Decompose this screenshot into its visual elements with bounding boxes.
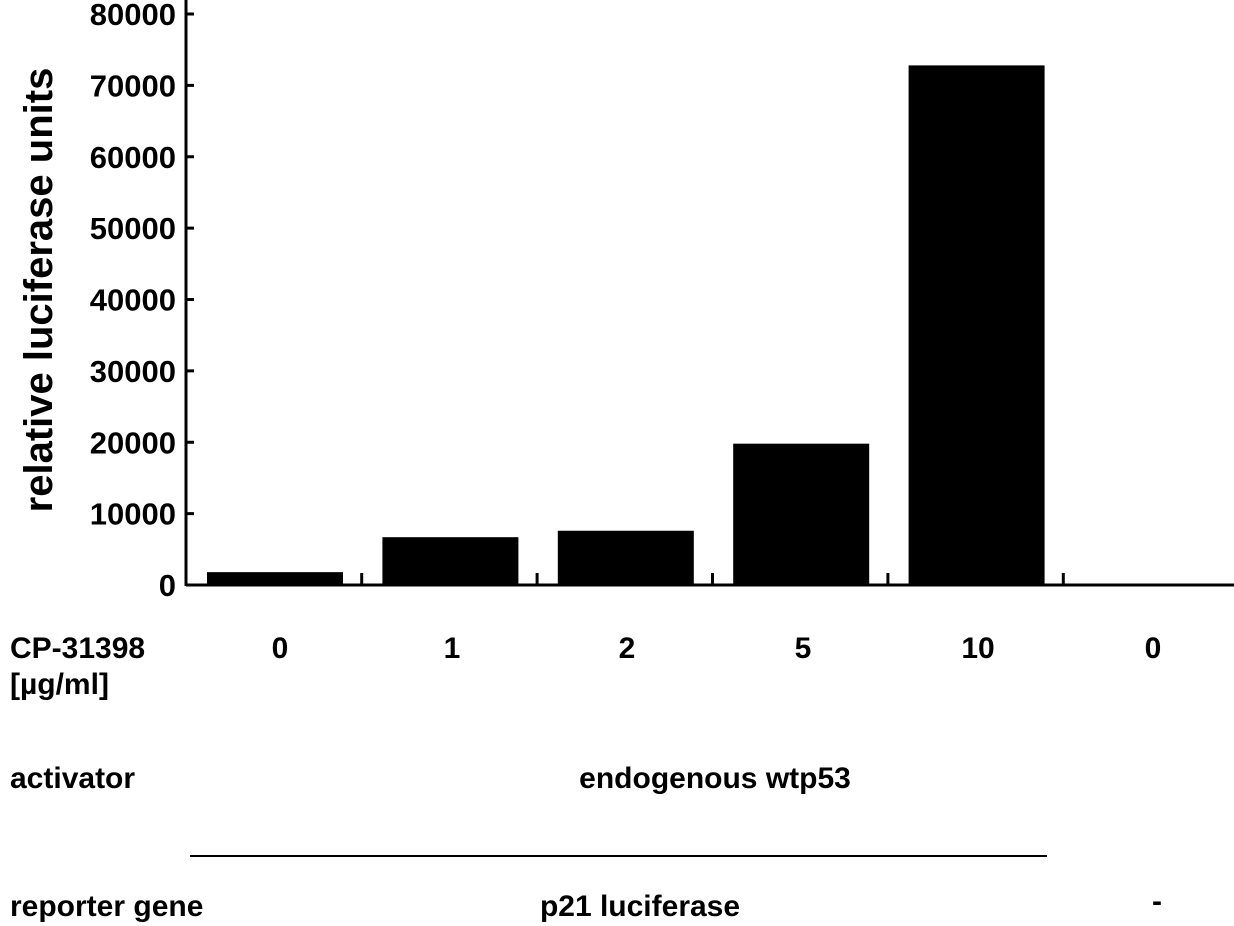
category-value: 10 (961, 632, 995, 665)
bar-chart: 0 10000 20000 30000 40000 50000 60000 70000 8000… (17, 0, 1234, 603)
cp31398-unit: [µg/ml] (10, 668, 109, 701)
y-tick-label: 60000 (90, 140, 176, 175)
y-tick-label: 10000 (90, 497, 176, 532)
reporter-gene-label: reporter gene (10, 890, 204, 923)
activator-label: activator (10, 762, 136, 795)
activator-value: endogenous wtp53 (579, 762, 851, 795)
bar (908, 65, 1045, 585)
bar (557, 530, 694, 585)
y-tick-label: 80000 (90, 0, 176, 32)
y-axis-title: relative luciferase units (17, 68, 61, 513)
bar (207, 572, 343, 585)
y-tick-label: 70000 (90, 68, 176, 103)
bar (733, 443, 870, 585)
bar (382, 537, 519, 585)
category-value: 0 (1144, 632, 1162, 665)
reporter-gene-value: p21 luciferase (539, 890, 741, 923)
category-value: 2 (618, 632, 636, 665)
cp31398-label: CP-31398 (10, 632, 146, 665)
reporter-gene-none: - (1152, 885, 1162, 918)
category-value: 0 (271, 632, 289, 665)
divider-line (190, 855, 1047, 857)
y-tick-label: 20000 (90, 425, 176, 460)
category-value: 1 (443, 632, 461, 665)
category-value: 5 (794, 632, 812, 665)
y-tick-label: 40000 (90, 283, 176, 318)
y-tick-label: 0 (159, 568, 176, 603)
y-tick-label: 50000 (90, 211, 176, 246)
y-tick-label: 30000 (90, 354, 176, 389)
